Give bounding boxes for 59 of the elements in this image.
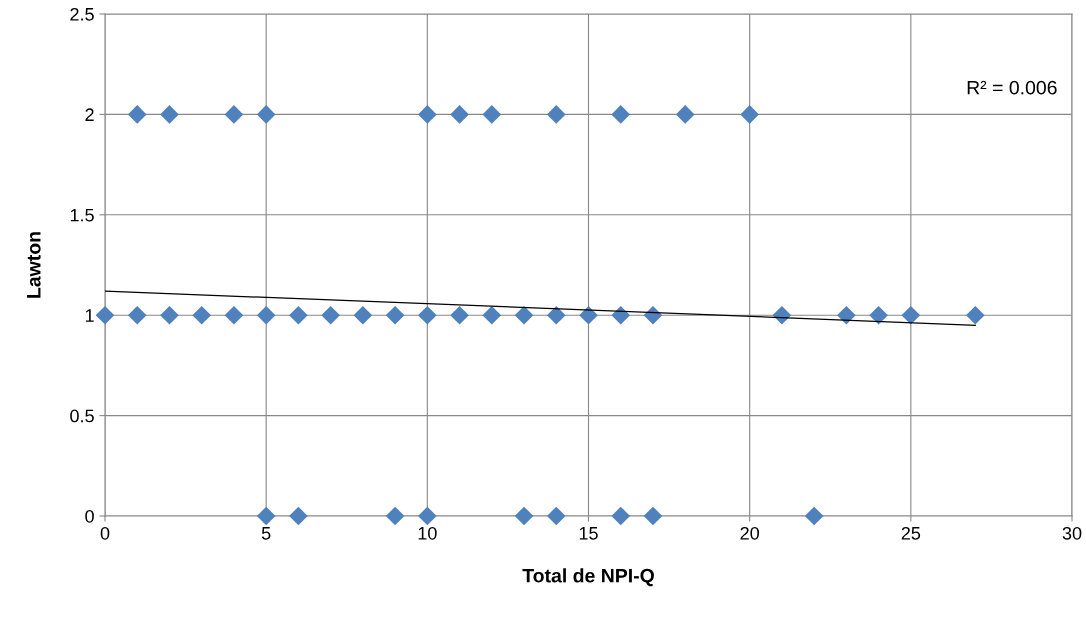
point [514,506,534,526]
x-tick-label: 5 [261,527,271,540]
point [450,105,469,124]
x-tick-label: 0 [100,526,110,540]
point [224,105,244,124]
point [675,105,695,124]
x-axis-title: Total de NPI-Q [522,568,654,587]
y-tick-label: 2 [85,108,94,121]
y-tick-label: 1.5 [70,208,94,222]
point [611,105,631,124]
point [965,305,985,325]
x-tick-label: 20 [740,526,759,540]
x-tick-label: 30 [1062,526,1082,540]
x-tick-label: 10 [418,526,437,540]
point [321,305,340,325]
point [224,305,244,325]
point [772,305,792,325]
point [643,506,663,526]
point [385,506,405,526]
point [546,105,566,124]
point [482,305,502,325]
point [869,305,888,325]
point [611,506,631,526]
point [579,305,598,325]
y-tick-label: 0.5 [70,409,94,423]
point [546,506,566,526]
y-axis-title: Lawton [27,232,41,298]
point [289,305,308,325]
point [127,305,147,325]
x-tick-label: 15 [579,527,598,540]
point [418,305,437,325]
point [192,305,212,325]
point [160,305,179,325]
point [643,305,663,325]
x-tick-label: 25 [901,526,921,540]
point [418,105,437,124]
point [160,105,179,124]
annotation: R² = 0.006 [967,80,1057,95]
point [418,506,437,526]
point [804,506,824,526]
point [450,305,469,325]
point [901,305,921,325]
point [837,305,856,325]
point [127,105,147,124]
point [740,105,759,124]
point [482,105,502,124]
y-tick-label: 1 [85,309,94,322]
point [95,305,115,325]
y-tick-label: 0 [85,509,94,523]
point [353,305,373,325]
point [256,506,276,526]
point [611,305,631,325]
point [256,105,276,124]
point [546,305,566,325]
point [289,506,308,526]
point [385,305,405,325]
point [256,305,276,325]
y-tick-label: 2.5 [70,7,94,21]
point [514,305,534,325]
